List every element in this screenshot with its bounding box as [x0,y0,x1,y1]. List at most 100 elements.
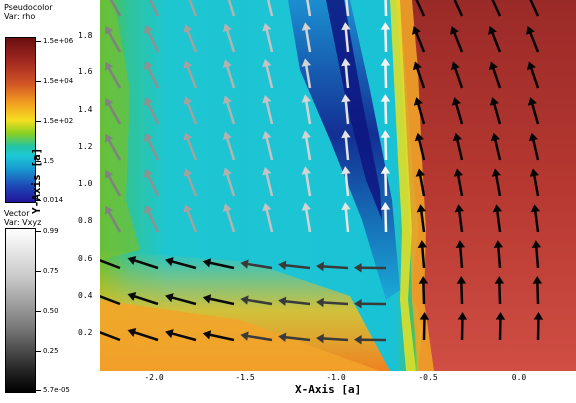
velocity-arrow-head [488,25,497,35]
y-tick-label: 1.4 [78,105,93,114]
velocity-arrow-head [262,94,272,104]
velocity-arrow-shaft [536,281,540,305]
velocity-arrow-head [104,133,114,143]
y-tick-label: 0.2 [78,328,93,337]
velocity-arrow-shaft [100,295,121,306]
pseudocolor-label: 1.5e+02 [43,117,74,125]
velocity-arrow-shaft [457,210,464,233]
velocity-arrow-shaft [186,137,198,161]
velocity-arrow-head [532,276,543,284]
velocity-arrow-shaft [107,30,122,53]
velocity-arrow-shaft [460,281,464,305]
velocity-arrow-head [202,330,212,340]
velocity-arrow-shaft [208,261,235,270]
velocity-arrow-shaft [225,208,236,233]
x-axis-title: X-Axis [a] [295,383,362,396]
vector-tick [36,351,41,352]
velocity-arrow-head [456,276,467,284]
velocity-arrow-head [144,24,153,34]
x-tick-label: 0.0 [511,373,527,382]
vector-tick [36,271,41,272]
velocity-arrow-head [240,295,249,305]
pseudocolor-label-max: 1.5e+06 [43,37,74,45]
velocity-arrow-shaft [493,138,502,161]
velocity-arrow-shaft [384,99,388,125]
velocity-arrow-shaft [492,102,502,125]
velocity-arrow-shaft [265,172,274,197]
velocity-arrow-shaft [452,31,464,53]
velocity-arrow-head [450,25,459,35]
velocity-arrow-head [165,257,174,267]
velocity-arrow-head [262,22,272,32]
pseudocolor-tick [36,41,41,42]
velocity-arrow-shaft [345,0,350,17]
velocity-arrow-head [416,204,427,213]
velocity-arrow-head [165,329,174,339]
velocity-arrow-shaft [529,66,540,89]
velocity-arrow-shaft [304,100,312,125]
velocity-arrow-head [451,97,461,106]
velocity-arrow-shaft [419,210,426,233]
velocity-arrow-shaft [225,136,236,161]
velocity-arrow-shaft [265,100,274,125]
x-tick-label: -1.0 [326,373,346,382]
lowest-density-core [326,0,382,220]
velocity-arrow-head [183,204,193,213]
velocity-arrow-shaft [265,28,274,53]
velocity-arrow-head [453,168,464,177]
vector-label: 0.25 [43,347,59,355]
velocity-arrow-head [278,260,287,270]
velocity-arrow-head [341,166,351,175]
velocity-arrow-shaft [321,265,349,270]
y-tick-label: 1.2 [78,142,93,151]
velocity-arrow-head [354,263,362,273]
velocity-arrow-head [489,97,499,106]
velocity-arrow-head [127,327,137,337]
velocity-arrow-head [341,22,351,31]
velocity-arrow-head [354,335,362,345]
velocity-arrow-shaft [453,0,464,17]
velocity-arrow-head [222,203,232,213]
velocity-arrow-shaft [417,138,426,161]
pseudocolor-tick [36,121,41,122]
velocity-arrow-shaft [146,65,160,89]
velocity-arrow-head [127,291,137,301]
velocity-arrow-head [418,276,429,284]
velocity-arrow-shaft [418,174,426,197]
y-tick-label: 0.6 [78,254,93,263]
velocity-arrow-head [144,96,153,106]
velocity-arrow-shaft [530,102,540,125]
velocity-arrow-shaft [344,171,350,197]
velocity-arrow-shaft [384,63,388,89]
velocity-arrow-shaft [304,208,312,233]
velocity-arrow-head [380,94,391,102]
velocity-arrow-head [262,166,272,176]
velocity-arrow-shaft [265,64,274,89]
velocity-arrow-shaft [107,174,122,197]
y-tick-label: 1.0 [78,179,93,188]
velocity-arrow-shaft [344,135,350,161]
velocity-arrow-shaft [304,136,312,161]
velocity-arrow-head [202,294,212,304]
velocity-arrow-shaft [344,99,350,125]
velocity-arrow-shaft [532,174,540,197]
velocity-arrow-shaft [529,0,540,17]
velocity-arrow-shaft [491,0,502,17]
velocity-arrow-shaft [146,209,160,233]
velocity-arrow-shaft [453,66,464,89]
velocity-arrow-shaft [107,102,122,125]
velocity-arrow-shaft [266,0,274,17]
velocity-arrow-head [144,60,153,70]
velocity-arrow-head [380,22,391,30]
velocity-arrow-shaft [265,208,274,233]
velocity-arrow-head [104,97,114,107]
velocity-arrow-shaft [344,27,350,53]
velocity-arrow-head [380,58,391,66]
velocity-arrow-head [454,204,465,213]
velocity-arrow-shaft [304,172,312,197]
velocity-arrow-head [278,332,287,342]
velocity-arrow-shaft [100,331,121,342]
velocity-arrow-head [183,96,193,105]
pseudocolor-label: 1.5 [43,157,55,165]
velocity-arrow-shaft [495,210,502,233]
